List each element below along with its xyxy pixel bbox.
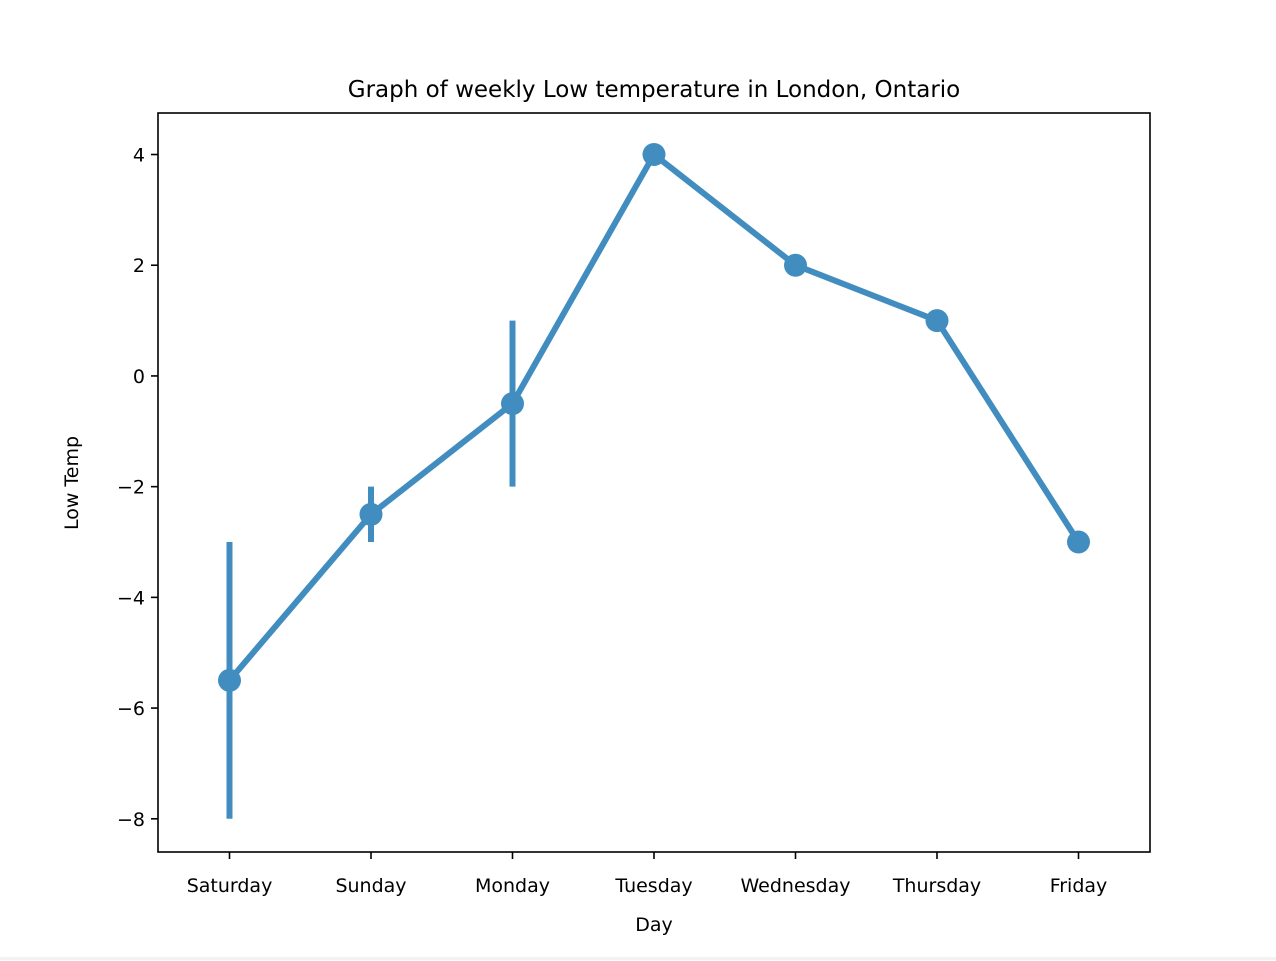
x-axis-label: Day <box>635 914 673 936</box>
y-tick-label: 0 <box>133 366 145 388</box>
data-point <box>501 392 524 416</box>
y-tick-label: −8 <box>117 809 145 831</box>
data-point <box>784 253 807 277</box>
data-point <box>218 668 241 692</box>
x-tick-label: Friday <box>1050 875 1108 897</box>
y-tick-label: 4 <box>133 145 145 167</box>
y-tick-label: 2 <box>133 255 145 277</box>
x-tick-label: Saturday <box>187 875 273 897</box>
x-tick-label: Tuesday <box>614 875 692 897</box>
data-point <box>1067 530 1090 554</box>
plot-frame <box>157 112 1151 853</box>
x-tick-label: Thursday <box>892 875 981 897</box>
x-tick-label: Wednesday <box>740 875 850 897</box>
bottom-divider <box>0 957 1276 960</box>
data-point <box>359 502 383 526</box>
data-point <box>925 309 949 333</box>
x-tick-label: Sunday <box>335 875 406 897</box>
y-axis-label: Low Temp <box>61 436 83 530</box>
y-tick-label: −2 <box>117 477 145 499</box>
plot-area: 4 2 0 −2 −4 −6 −8 Saturday Sunday Monday Tuesday We… <box>117 112 1151 897</box>
data-point <box>642 143 666 167</box>
y-tick-label: −6 <box>117 698 145 720</box>
y-tick-label: −4 <box>117 587 145 609</box>
series-line <box>226 151 1082 684</box>
x-tick-label: Monday <box>475 875 550 897</box>
chart-title: Graph of weekly Low temperature in Londo… <box>348 77 961 103</box>
